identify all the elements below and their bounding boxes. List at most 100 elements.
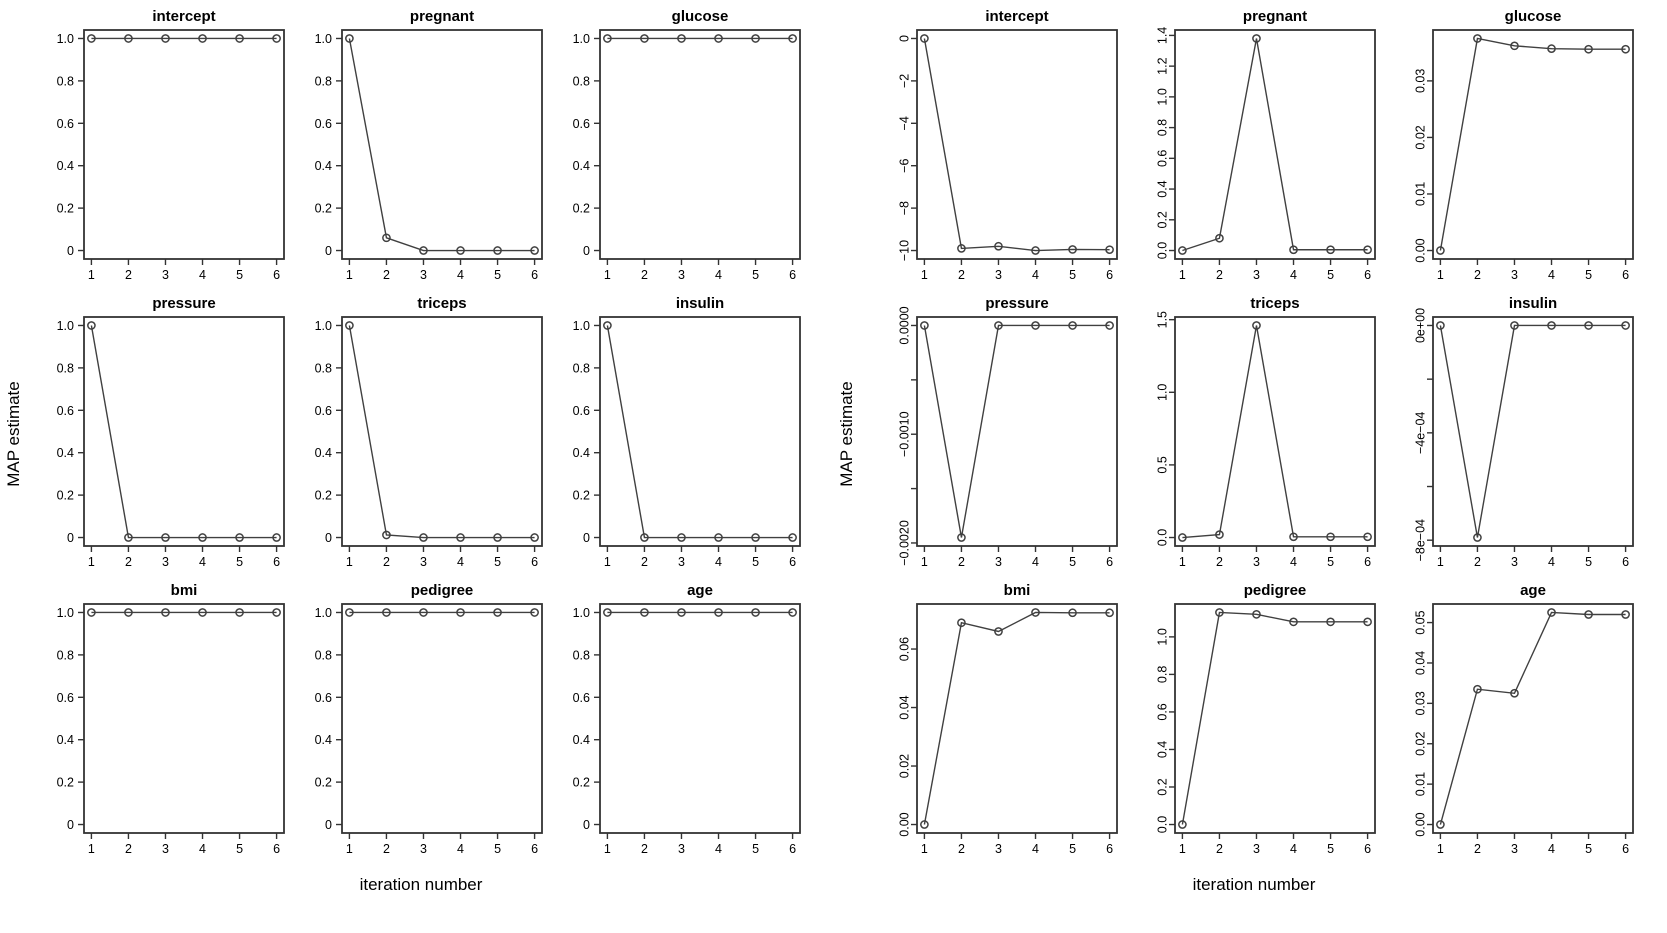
y-tick-label: 0 bbox=[67, 818, 74, 832]
x-tick-label: 2 bbox=[125, 268, 132, 282]
plot-frame bbox=[916, 29, 1118, 260]
y-tick-label: 1.5 bbox=[1155, 311, 1169, 328]
y-tick-label: 0.4 bbox=[57, 159, 74, 173]
panel-title: glucose bbox=[672, 8, 729, 25]
data-point bbox=[788, 533, 797, 542]
y-tick-label: 0.6 bbox=[315, 404, 332, 418]
panel-title: triceps bbox=[417, 295, 466, 312]
x-tick-label: 1 bbox=[604, 842, 611, 856]
x-tick-label: 5 bbox=[236, 268, 243, 282]
data-point bbox=[87, 608, 96, 617]
panel-grid-left: intercept 0 0.2 0.4 0.6 0.8 1.0 1 2 3 4 5 6 pregnant 0… bbox=[34, 6, 833, 867]
x-tick-label: 1 bbox=[921, 268, 928, 282]
plot-frame bbox=[599, 603, 801, 834]
y-tick-label: −4 bbox=[897, 116, 911, 130]
panel-title: insulin bbox=[676, 295, 724, 312]
x-tick-label: 3 bbox=[678, 842, 685, 856]
x-tick-label: 5 bbox=[1585, 268, 1592, 282]
data-line bbox=[1439, 324, 1626, 538]
data-line bbox=[1439, 611, 1626, 825]
data-point bbox=[1178, 820, 1187, 829]
panel-cell: insulin 0 0.2 0.4 0.6 0.8 1.0 1 2 3 4 5 6 bbox=[550, 293, 808, 580]
y-tick-label: 0.8 bbox=[315, 648, 332, 662]
data-point bbox=[530, 533, 539, 542]
y-tick-label: 0.02 bbox=[897, 754, 911, 778]
data-point bbox=[603, 34, 612, 43]
x-tick-label: 4 bbox=[1548, 842, 1555, 856]
data-point bbox=[1178, 246, 1187, 255]
data-line bbox=[923, 611, 1110, 825]
data-point bbox=[1363, 617, 1372, 627]
x-tick-label: 2 bbox=[641, 555, 648, 569]
panel-title: intercept bbox=[985, 8, 1048, 25]
x-tick-label: 2 bbox=[125, 842, 132, 856]
data-point bbox=[957, 533, 966, 542]
data-point bbox=[788, 34, 797, 43]
panel-cell: pressure 0.0000 −0.0010 −0.0020 1 2 3 4 5 6 bbox=[867, 293, 1125, 580]
panel-cell: pregnant 0.0 0.2 0.4 0.6 0.8 1.0 1.2 1.4 1 2 3 4 5 6 bbox=[1125, 6, 1383, 293]
panel-age: age 0.00 0.01 0.02 0.03 0.04 0.05 1 2 3 4 5 6 bbox=[1413, 582, 1634, 856]
y-tick-label: 0 bbox=[325, 531, 332, 545]
panel-title: pregnant bbox=[410, 8, 474, 25]
panel-insulin: insulin 0 0.2 0.4 0.6 0.8 1.0 1 2 3 4 5 6 bbox=[573, 295, 801, 569]
panel-age: age 0 0.2 0.4 0.6 0.8 1.0 1 2 3 4 5 6 bbox=[573, 582, 801, 856]
panel-title: bmi bbox=[1004, 582, 1031, 599]
x-tick-label: 5 bbox=[236, 555, 243, 569]
data-point bbox=[1289, 245, 1298, 255]
y-tick-label: 0.4 bbox=[57, 733, 74, 747]
x-tick-label: 5 bbox=[236, 842, 243, 856]
plot-frame bbox=[916, 316, 1118, 547]
x-tick-label: 2 bbox=[1474, 268, 1481, 282]
y-tick-label: 0.8 bbox=[573, 361, 590, 375]
y-tick-label: 1.0 bbox=[573, 606, 590, 620]
x-tick-label: 2 bbox=[958, 842, 965, 856]
y-tick-label: 0.2 bbox=[1155, 778, 1169, 795]
x-tick-label: 4 bbox=[715, 268, 722, 282]
x-tick-label: 5 bbox=[752, 268, 759, 282]
x-tick-label: 5 bbox=[494, 842, 501, 856]
data-point bbox=[1105, 321, 1114, 330]
x-tick-label: 6 bbox=[1106, 842, 1113, 856]
data-point bbox=[1252, 34, 1261, 43]
x-tick-label: 1 bbox=[1179, 842, 1186, 856]
data-point bbox=[1621, 321, 1630, 330]
data-point bbox=[1510, 321, 1519, 330]
x-tick-label: 3 bbox=[995, 842, 1002, 856]
x-tick-label: 1 bbox=[1437, 555, 1444, 569]
y-tick-label: 0.8 bbox=[315, 361, 332, 375]
data-point bbox=[382, 233, 391, 243]
panel-intercept: intercept 0 0.2 0.4 0.6 0.8 1.0 1 2 3 4 5 6 bbox=[57, 8, 285, 282]
data-point bbox=[530, 608, 539, 617]
y-tick-label: 0.6 bbox=[1155, 703, 1169, 720]
y-tick-label: 0.2 bbox=[573, 202, 590, 216]
data-point bbox=[419, 246, 428, 255]
data-point bbox=[87, 321, 96, 330]
figure-left: MAP estimate intercept 0 0.2 0.4 0.6 0.8 1.0 1 2… bbox=[0, 0, 833, 933]
x-tick-label: 6 bbox=[789, 555, 796, 569]
panel-cell: pedigree 0.0 0.2 0.4 0.6 0.8 1.0 1 2 3 4 5 6 bbox=[1125, 580, 1383, 867]
data-line bbox=[1439, 37, 1626, 251]
y-tick-label: 0 bbox=[67, 531, 74, 545]
panel-cell: glucose 0 0.2 0.4 0.6 0.8 1.0 1 2 3 4 5 6 bbox=[550, 6, 808, 293]
x-tick-label: 3 bbox=[678, 555, 685, 569]
panel-title: intercept bbox=[152, 8, 215, 25]
data-point bbox=[345, 608, 354, 617]
x-tick-label: 2 bbox=[383, 268, 390, 282]
data-point bbox=[272, 34, 281, 43]
panel-title: triceps bbox=[1250, 295, 1299, 312]
x-tick-label: 4 bbox=[1548, 268, 1555, 282]
x-tick-label: 1 bbox=[604, 555, 611, 569]
x-tick-label: 2 bbox=[1216, 555, 1223, 569]
data-point bbox=[714, 608, 723, 617]
data-point bbox=[382, 608, 391, 617]
y-tick-label: 0.6 bbox=[315, 117, 332, 131]
y-axis-label: MAP estimate bbox=[837, 381, 856, 487]
y-tick-label: 0 bbox=[583, 818, 590, 832]
y-tick-label: 0.00 bbox=[1413, 238, 1427, 262]
panel-title: age bbox=[1520, 582, 1546, 599]
x-tick-label: 1 bbox=[1179, 555, 1186, 569]
data-point bbox=[198, 533, 207, 542]
y-tick-label: 0 bbox=[583, 531, 590, 545]
x-tick-label: 3 bbox=[1511, 268, 1518, 282]
y-tick-label: 0.04 bbox=[1413, 651, 1427, 675]
